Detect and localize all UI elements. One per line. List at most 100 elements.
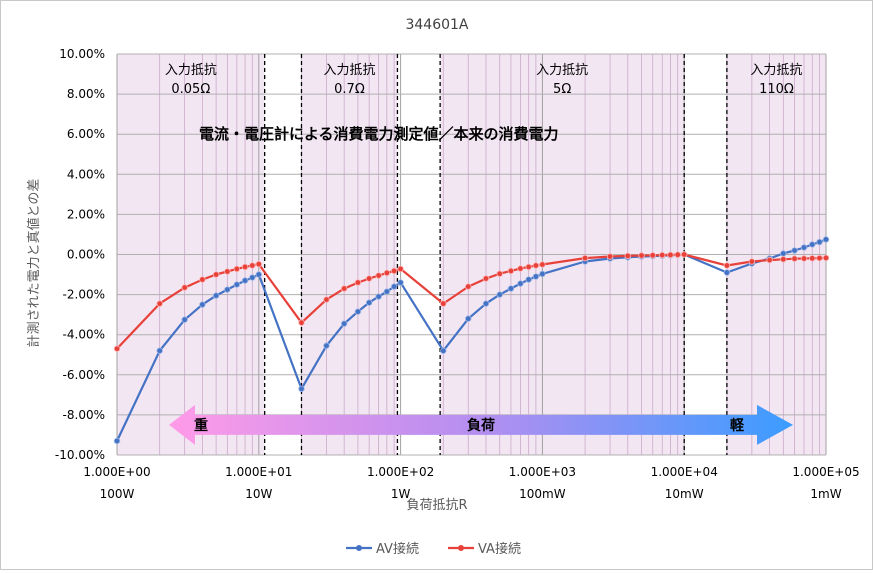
y-tick-label: 0.00% (67, 248, 105, 262)
data-point (375, 272, 382, 279)
x-tick-label: 1.000E+01 (225, 465, 292, 479)
y-tick-label: 10.00% (59, 47, 105, 61)
data-point (383, 269, 391, 277)
data-point (390, 267, 398, 275)
range-label: 入力抵抗 (165, 63, 217, 78)
data-point (255, 260, 262, 268)
data-point (383, 288, 391, 295)
x-power-label: 10W (245, 487, 272, 501)
data-point (241, 263, 249, 271)
data-point (659, 251, 666, 259)
data-point (822, 254, 830, 262)
data-point (482, 300, 490, 307)
data-point (354, 279, 362, 286)
data-point (233, 265, 241, 273)
data-point (496, 291, 503, 298)
legend-marker (458, 545, 464, 551)
data-point (748, 258, 756, 265)
x-power-label: 1mW (810, 487, 841, 501)
data-point (241, 277, 249, 284)
data-point (397, 265, 404, 273)
data-point (517, 280, 524, 287)
range-label: 入力抵抗 (323, 63, 375, 78)
data-point (255, 271, 262, 278)
data-point (113, 345, 121, 352)
y-tick-label: 6.00% (67, 127, 105, 141)
data-point (822, 236, 830, 243)
data-point (233, 281, 241, 288)
load-arrow-right: 軽 (730, 417, 745, 434)
data-point (539, 261, 546, 268)
data-point (496, 270, 503, 277)
data-point (723, 262, 731, 269)
data-point (375, 293, 382, 300)
data-point (113, 437, 121, 445)
data-point (390, 283, 398, 290)
data-point (667, 251, 674, 259)
legend-label: AV接続 (376, 541, 419, 557)
load-arrow-left: 重 (194, 417, 208, 434)
data-point (340, 320, 348, 327)
data-point (791, 247, 798, 254)
data-point (681, 251, 688, 258)
y-tick-label: -6.00% (63, 368, 105, 382)
data-point (156, 300, 163, 307)
chart-title: 344601A (405, 17, 468, 33)
load-arrow-label: 負荷 (467, 417, 495, 434)
data-point (674, 251, 681, 258)
load-arrow (169, 404, 793, 445)
legend-marker (356, 545, 362, 551)
data-point (816, 238, 823, 246)
x-power-label: 1W (391, 487, 411, 501)
data-point (397, 279, 404, 286)
x-tick-label: 1.000E+03 (509, 465, 576, 479)
data-point (766, 256, 773, 264)
data-point (581, 254, 589, 262)
data-point (181, 316, 188, 323)
data-point (638, 252, 645, 259)
data-point (816, 254, 823, 262)
data-point (365, 275, 373, 282)
data-point (809, 241, 816, 248)
data-point (723, 269, 731, 276)
data-point (624, 252, 631, 260)
data-point (465, 315, 472, 322)
data-point (606, 253, 614, 260)
data-point (354, 308, 362, 315)
data-point (298, 319, 305, 326)
series-line (116, 238, 827, 442)
data-point (340, 285, 348, 292)
data-point (780, 250, 787, 257)
x-tick-label: 1.000E+02 (367, 465, 434, 479)
data-point (249, 274, 256, 281)
data-point (791, 255, 798, 262)
data-point (212, 292, 220, 299)
y-tick-label: -10.00% (55, 448, 105, 462)
data-point (517, 265, 524, 272)
data-point (323, 342, 330, 349)
x-tick-label: 1.000E+04 (651, 465, 718, 479)
x-axis-label: 負荷抵抗R (406, 498, 467, 513)
data-point (224, 286, 231, 293)
data-point (365, 299, 373, 306)
x-power-label: 100W (100, 487, 135, 501)
range-label: 入力抵抗 (750, 63, 802, 78)
data-point (507, 285, 515, 292)
data-point (780, 256, 787, 263)
y-tick-label: -2.00% (63, 288, 105, 302)
range-label: 入力抵抗 (536, 63, 588, 78)
data-point (800, 244, 808, 251)
data-point (323, 296, 330, 303)
data-point (199, 276, 206, 283)
data-point (249, 262, 256, 269)
data-point (532, 262, 540, 269)
range-value: 0.7Ω (334, 82, 365, 97)
data-point (181, 284, 188, 291)
x-power-label: 10mW (665, 487, 704, 501)
range-value: 110Ω (759, 82, 794, 97)
data-point (440, 347, 447, 354)
x-power-label: 100mW (519, 487, 566, 501)
data-point (532, 273, 540, 280)
